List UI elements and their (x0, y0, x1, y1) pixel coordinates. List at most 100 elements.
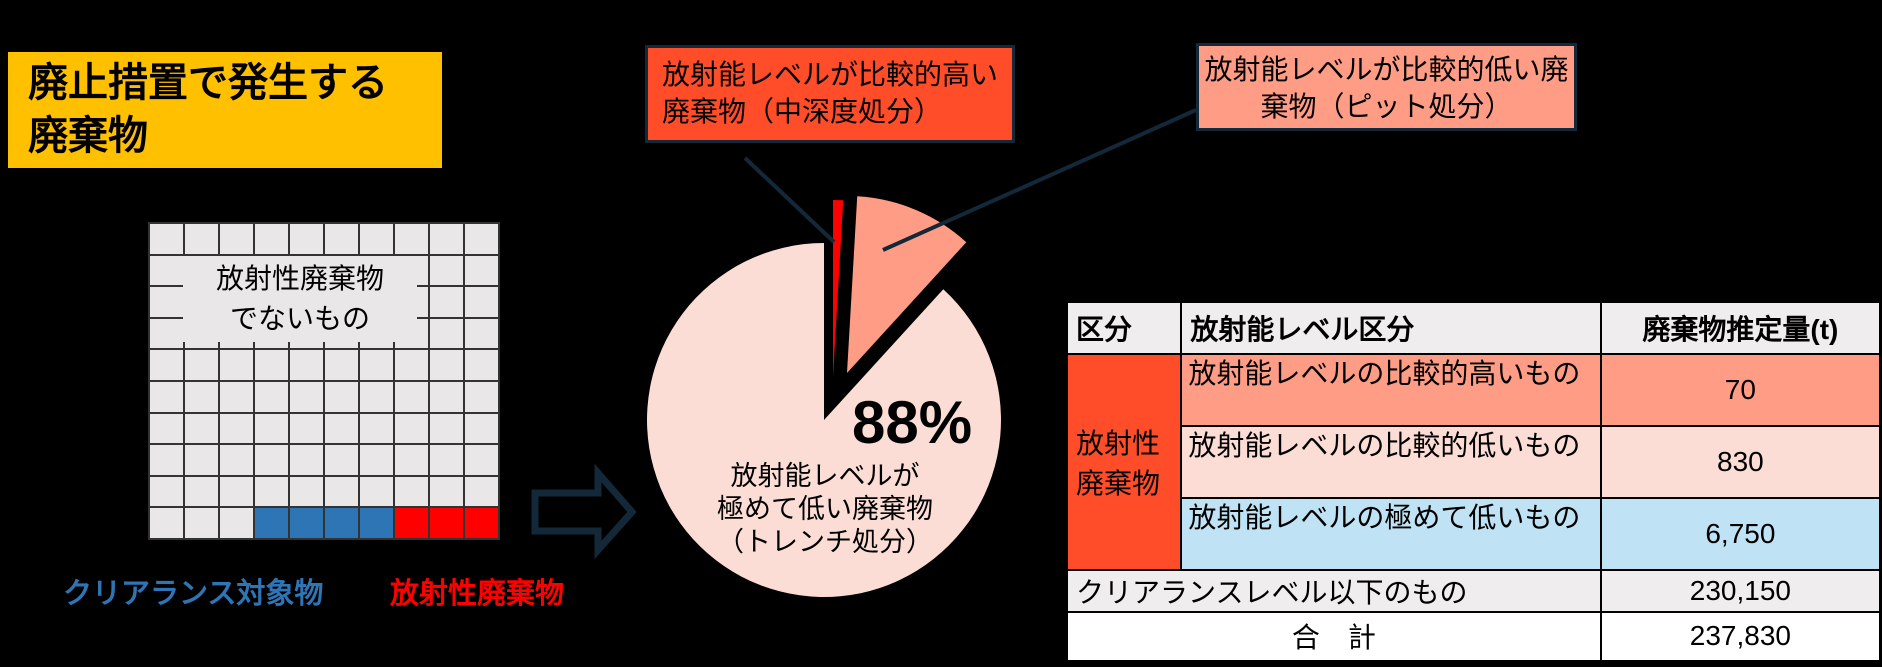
waffle-cell (150, 350, 183, 380)
table-row-clearance: クリアランスレベル以下のもの 230,150 (1065, 568, 1882, 613)
amount-cell-verylow: 6,750 (1599, 496, 1882, 571)
waffle-cell (255, 508, 288, 538)
waffle-cell (465, 287, 498, 317)
waffle-cell (185, 413, 218, 444)
waffle-cell (465, 318, 498, 349)
waffle-cell (395, 224, 428, 254)
waffle-cell (255, 476, 288, 507)
pie-label-line1: 放射能レベルが (730, 461, 920, 491)
title-line1: 廃止措置で発生する (28, 61, 388, 105)
waffle-cell (430, 413, 463, 444)
waffle-cell (395, 445, 428, 475)
waffle-cell (255, 350, 288, 380)
waffle-cell (430, 318, 463, 349)
waffle-cell (220, 508, 253, 538)
level-cell-verylow: 放射能レベルの極めて低いもの (1180, 496, 1602, 571)
waffle-cell (185, 224, 218, 254)
waffle-cell (395, 508, 428, 538)
waffle-cell (430, 476, 463, 507)
waffle-cell (360, 224, 393, 254)
waffle-cell (220, 224, 253, 254)
waffle-cell (255, 413, 288, 444)
waffle-cell (395, 413, 428, 444)
waffle-cell (255, 445, 288, 475)
waffle-cell (290, 413, 323, 444)
waffle-cell (185, 508, 218, 538)
waffle-cell (430, 350, 463, 380)
waffle-cell (150, 255, 183, 286)
waffle-cell (465, 224, 498, 254)
waffle-cell (220, 476, 253, 507)
pie-percent-label: 88% (852, 389, 973, 456)
waffle-cell (150, 508, 183, 538)
header-kubun: 区分 (1065, 300, 1183, 355)
pie-slice (847, 196, 967, 373)
waffle-cell (325, 476, 358, 507)
waffle-cell (150, 318, 183, 349)
waffle-cell (150, 224, 183, 254)
waffle-cell (360, 382, 393, 412)
waffle-cell (465, 508, 498, 538)
waffle-cell (395, 350, 428, 380)
leader-line-high (743, 156, 836, 244)
waffle-cell (465, 413, 498, 444)
amount-cell-high: 70 (1599, 352, 1882, 427)
waffle-cell (290, 445, 323, 475)
table-header-row: 区分 放射能レベル区分 廃棄物推定量(t) (1065, 300, 1882, 355)
waffle-cell (220, 413, 253, 444)
waffle-cell (465, 350, 498, 380)
waffle-cell (325, 445, 358, 475)
waffle-cell (465, 382, 498, 412)
clearance-amount-cell: 230,150 (1599, 568, 1882, 613)
table-row: 放射性廃棄物 放射能レベルの比較的高いもの 70 (1065, 352, 1882, 571)
waffle-cell (430, 287, 463, 317)
title-line2: 廃棄物 (28, 114, 148, 158)
waffle-cell (395, 476, 428, 507)
waffle-cell (360, 508, 393, 538)
pie-slice (833, 200, 844, 377)
callout-high-level: 放射能レベルが比較的高い廃棄物（中深度処分） (645, 45, 1015, 143)
waffle-cell (290, 382, 323, 412)
waffle-cell (360, 445, 393, 475)
waffle-cell (430, 382, 463, 412)
waffle-cell (325, 224, 358, 254)
callout-low-level: 放射能レベルが比較的低い廃棄物（ピット処分） (1196, 43, 1577, 131)
legend-clearance-label: クリアランス対象物 (63, 578, 324, 610)
waffle-cell (325, 350, 358, 380)
waffle-cell (220, 350, 253, 380)
waffle-cell (185, 350, 218, 380)
level-cell-low: 放射能レベルの比較的低いもの (1180, 424, 1602, 499)
waffle-cell (255, 382, 288, 412)
level-cell-high: 放射能レベルの比較的高いもの (1180, 352, 1602, 427)
waffle-grid-label: 放射性廃棄物 でないもの (183, 256, 417, 342)
waffle-cell (430, 255, 463, 286)
clearance-label-cell: クリアランスレベル以下のもの (1065, 568, 1602, 613)
pie-chart (647, 196, 1002, 597)
waffle-cell (430, 508, 463, 538)
leader-line-low (882, 108, 1197, 252)
total-label-cell: 合 計 (1065, 610, 1602, 663)
waffle-cell (255, 224, 288, 254)
waffle-cell (465, 255, 498, 286)
waffle-cell (290, 476, 323, 507)
table-row-total: 合 計 237,830 (1065, 610, 1882, 663)
waffle-cell (325, 508, 358, 538)
waffle-cell (325, 382, 358, 412)
waffle-cell (150, 445, 183, 475)
waffle-cell (185, 445, 218, 475)
waffle-cell (360, 413, 393, 444)
total-amount-cell: 237,830 (1599, 610, 1882, 663)
waffle-cell (150, 382, 183, 412)
waffle-cell (290, 508, 323, 538)
waste-table: 区分 放射能レベル区分 廃棄物推定量(t) 放射性廃棄物 放射能レベルの比較的高… (1065, 300, 1882, 663)
amount-cell-low: 830 (1599, 424, 1882, 499)
waffle-cell (395, 382, 428, 412)
waffle-cell (465, 476, 498, 507)
waffle-cell (150, 413, 183, 444)
waffle-cell (150, 476, 183, 507)
header-amount: 廃棄物推定量(t) (1599, 300, 1882, 355)
pie-label-line3: （トレンチ処分） (717, 527, 933, 557)
waffle-cell (290, 224, 323, 254)
waffle-cell (150, 287, 183, 317)
